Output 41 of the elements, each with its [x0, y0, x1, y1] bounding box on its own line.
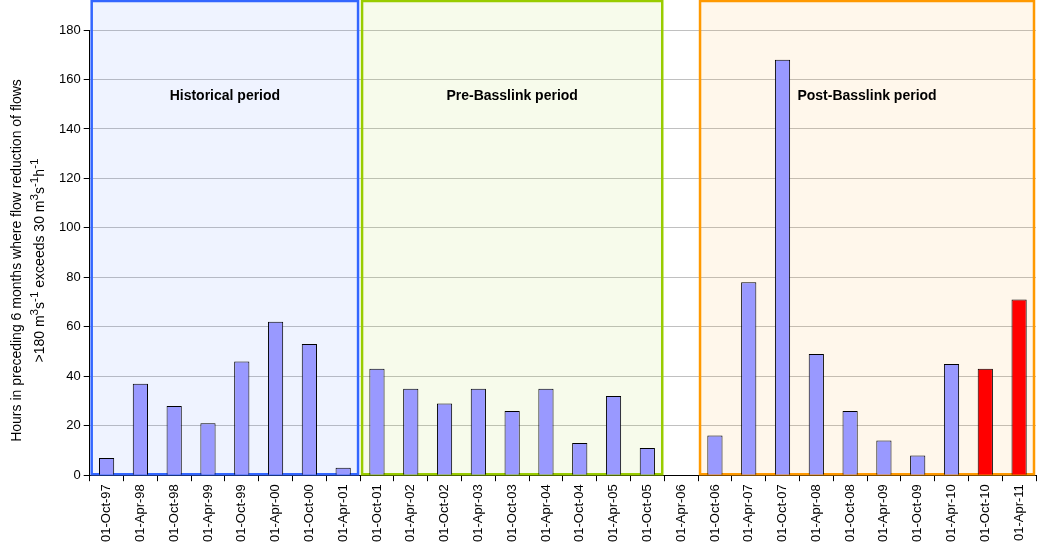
x-tick-label: 01-Apr-09	[875, 484, 891, 542]
y-tick-label: 160	[58, 71, 81, 87]
x-tick-label: 01-Oct-97	[98, 484, 114, 542]
band-label: Historical period	[169, 86, 281, 103]
x-tick-label: 01-Apr-02	[402, 484, 418, 542]
x-tick-label: 01-Apr-03	[469, 484, 485, 542]
x-tick-label: 01-Oct-98	[165, 484, 181, 542]
x-tick-label: 01-Apr-05	[605, 484, 621, 542]
x-tick-label: 01-Apr-99	[199, 484, 215, 542]
x-tick-label: 01-Apr-11	[1010, 484, 1026, 542]
y-tick-label: 140	[58, 120, 81, 136]
band-label: Pre-Basslink period	[446, 86, 578, 103]
x-tick-label: 01-Apr-98	[131, 484, 147, 542]
x-tick-label: 01-Apr-04	[537, 484, 553, 542]
x-tick-label: 01-Apr-01	[334, 484, 350, 542]
x-tick-label: 01-Apr-10	[943, 484, 959, 542]
x-tick-label: 01-Oct-05	[638, 484, 654, 542]
y-tick-label: 80	[66, 268, 81, 284]
x-tick-label: 01-Oct-10	[976, 484, 992, 542]
x-tick-label: 01-Oct-08	[841, 484, 857, 542]
x-tick-label: 01-Apr-00	[267, 484, 283, 542]
x-tick-label: 01-Oct-04	[571, 484, 587, 542]
y-tick-label: 100	[58, 219, 81, 235]
y-tick-label: 20	[66, 417, 81, 433]
y-tick-label: 180	[58, 21, 81, 37]
band-label: Post-Basslink period	[797, 86, 937, 103]
x-tick-label: 01-Oct-01	[368, 484, 384, 542]
y-tick-label: 120	[58, 169, 81, 185]
x-tick-label: 01-Oct-00	[300, 484, 316, 542]
x-tick-label: 01-Oct-99	[233, 484, 249, 542]
y-tick-label: 0	[73, 466, 81, 482]
x-tick-label: 01-Oct-06	[706, 484, 722, 542]
x-tick-label: 01-Oct-02	[436, 484, 452, 542]
y-tick-label: 40	[66, 367, 81, 383]
x-tick-label: 01-Oct-07	[774, 484, 790, 542]
x-tick-label: 01-Apr-06	[672, 484, 688, 542]
x-tick-label: 01-Oct-03	[503, 484, 519, 542]
x-tick-label: 01-Apr-07	[740, 484, 756, 542]
y-tick-label: 60	[66, 318, 81, 334]
x-tick-label: 01-Apr-08	[807, 484, 823, 542]
x-tick-label: 01-Oct-09	[909, 484, 925, 542]
